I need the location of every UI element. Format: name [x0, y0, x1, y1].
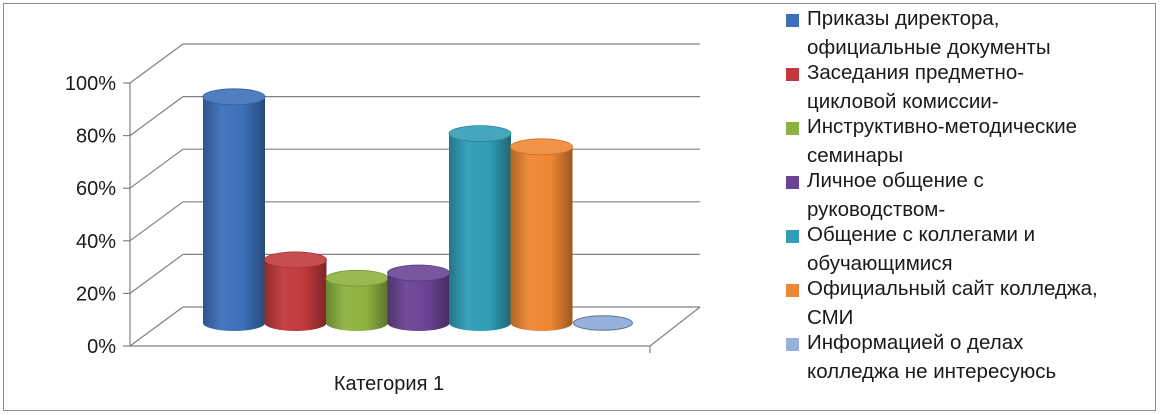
legend-swatch	[786, 68, 799, 81]
y-axis-ticks: 0% 20% 40% 60% 80% 100%	[65, 73, 116, 358]
legend-swatch	[786, 14, 799, 27]
legend-item: Официальный сайт колледжа, СМИ	[780, 274, 1155, 329]
legend-line: семинары	[807, 144, 904, 167]
legend-label: Приказы директора, официальные документы	[807, 4, 1152, 62]
bar-top	[387, 264, 450, 282]
bar-cylinder	[573, 315, 633, 331]
legend-label: Инструктивно-методические семинары	[807, 112, 1152, 170]
bar-top	[264, 251, 327, 269]
bar-series	[202, 88, 633, 331]
chart-plot: 0% 20% 40% 60% 80% 100% Категория 1	[65, 43, 701, 395]
legend-line: Общение с коллегами и	[807, 223, 1036, 246]
bar-top	[202, 88, 266, 106]
legend-item: Приказы директора, официальные документы	[780, 4, 1155, 59]
bar-cylinder	[510, 146, 573, 331]
bar-cylinder	[387, 273, 450, 331]
chart-frame	[3, 3, 1156, 411]
legend-swatch	[786, 122, 799, 135]
legend-line: Приказы директора,	[807, 7, 1000, 30]
legend-line: Официальный сайт колледжа,	[807, 277, 1098, 300]
y-tick-label: 20%	[76, 283, 116, 305]
legend-swatch	[786, 230, 799, 243]
bar-cylinder	[449, 133, 511, 331]
legend-line: цикловой комиссии-	[807, 90, 999, 113]
bar-top	[448, 125, 512, 143]
bar-cylinder	[203, 96, 265, 331]
gridline-side	[129, 96, 184, 137]
y-tick-label: 60%	[76, 178, 116, 200]
y-tick-label: 100%	[65, 73, 116, 95]
legend-swatch	[786, 338, 799, 351]
bar-cylinder	[264, 259, 327, 331]
legend-line: официальные документы	[807, 36, 1051, 59]
plot-walls	[123, 43, 701, 353]
legend-line: Заседания предметно-	[807, 61, 1025, 84]
legend-label: Заседания предметно- цикловой комиссии-	[807, 58, 1152, 116]
y-tick-label: 80%	[76, 126, 116, 148]
bar-cylinder	[326, 278, 388, 331]
legend-item: Общение с коллегами и обучающимися	[780, 220, 1155, 275]
gridline-side	[129, 148, 184, 189]
legend-item: Инструктивно-методические семинары	[780, 112, 1155, 167]
legend-line: обучающимися	[807, 252, 953, 275]
legend-swatch	[786, 176, 799, 189]
legend-item: Личное общение с руководством-	[780, 166, 1155, 221]
gridline-side	[129, 253, 184, 294]
legend-item: Заседания предметно- цикловой комиссии-	[780, 58, 1155, 113]
legend-swatch	[786, 284, 799, 297]
gridline-side	[129, 43, 184, 84]
legend-line: Инструктивно-методические	[807, 115, 1078, 138]
legend-label: Личное общение с руководством-	[807, 166, 1152, 224]
y-tick-label: 40%	[76, 231, 116, 253]
legend-item: Информацией о делах колледжа не интересу…	[780, 328, 1155, 383]
legend-line: Личное общение с	[807, 169, 984, 192]
legend-label: Официальный сайт колледжа, СМИ	[807, 274, 1152, 332]
gridline-side	[129, 306, 184, 347]
bar-top	[325, 269, 389, 287]
legend-line: колледжа не интересуюсь	[807, 360, 1057, 383]
legend-label: Общение с коллегами и обучающимися	[807, 220, 1152, 278]
legend: Приказы директора, официальные документы…	[780, 4, 1155, 383]
legend-line: Информацией о делах	[807, 331, 1024, 354]
legend-line: СМИ	[807, 306, 854, 329]
legend-line: руководством-	[807, 198, 946, 221]
category-label: Категория 1	[334, 373, 444, 395]
bar-top	[510, 138, 573, 156]
gridline-side	[129, 201, 184, 242]
legend-label: Информацией о делах колледжа не интересу…	[807, 328, 1152, 386]
y-tick-label: 0%	[87, 336, 116, 358]
